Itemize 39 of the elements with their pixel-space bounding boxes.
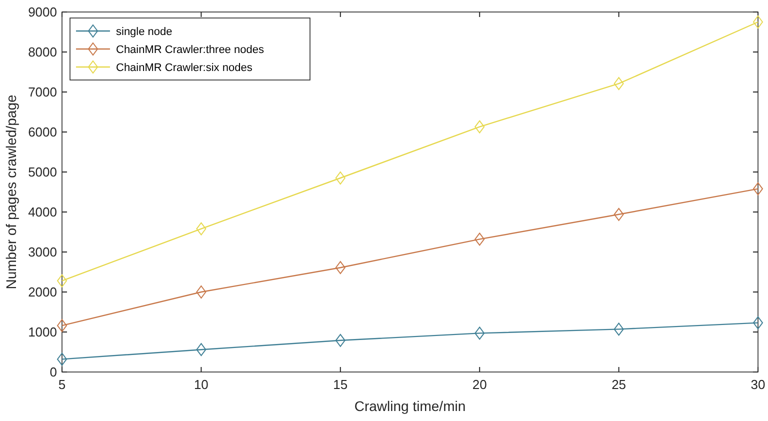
point	[474, 120, 485, 134]
y-tick-label: 5000	[28, 164, 57, 180]
point	[614, 322, 624, 336]
point	[196, 222, 206, 236]
legend-label: ChainMR Crawler:three nodes	[116, 44, 264, 56]
y-tick-label: 3000	[28, 244, 57, 260]
point	[753, 316, 763, 330]
y-axis-title: Number of pages crawled/page	[3, 94, 19, 290]
x-tick-label: 10	[194, 377, 208, 392]
x-tick-label: 30	[750, 377, 766, 392]
point	[57, 319, 67, 332]
x-tick-label: 5	[58, 377, 66, 392]
legend-label: ChainMR Crawler:six nodes	[116, 62, 253, 74]
x-tick-label: 20	[472, 377, 487, 392]
y-tick-label: 7000	[28, 84, 57, 100]
point	[335, 261, 346, 274]
y-tick-label: 6000	[28, 124, 57, 140]
y-tick-label: 9000	[28, 4, 57, 20]
point	[196, 343, 206, 356]
point	[614, 208, 624, 221]
point	[335, 334, 346, 347]
point	[474, 326, 485, 340]
y-tick-label: 8000	[28, 44, 57, 60]
x-tick-label: 15	[333, 377, 348, 392]
y-tick-label: 1000	[28, 324, 57, 340]
point	[57, 274, 67, 288]
point	[196, 286, 206, 298]
legend-label: single node	[116, 26, 172, 38]
point	[335, 172, 346, 184]
point	[57, 352, 67, 366]
x-tick-label: 25	[612, 377, 626, 392]
point	[474, 232, 485, 246]
point	[753, 16, 763, 28]
y-tick-label: 4000	[28, 204, 57, 220]
x-axis-title: Crawling time/min	[354, 398, 466, 414]
point	[753, 182, 763, 196]
y-tick-label: 2000	[28, 284, 57, 300]
point	[614, 77, 624, 90]
y-tick-label: 0	[50, 364, 57, 380]
